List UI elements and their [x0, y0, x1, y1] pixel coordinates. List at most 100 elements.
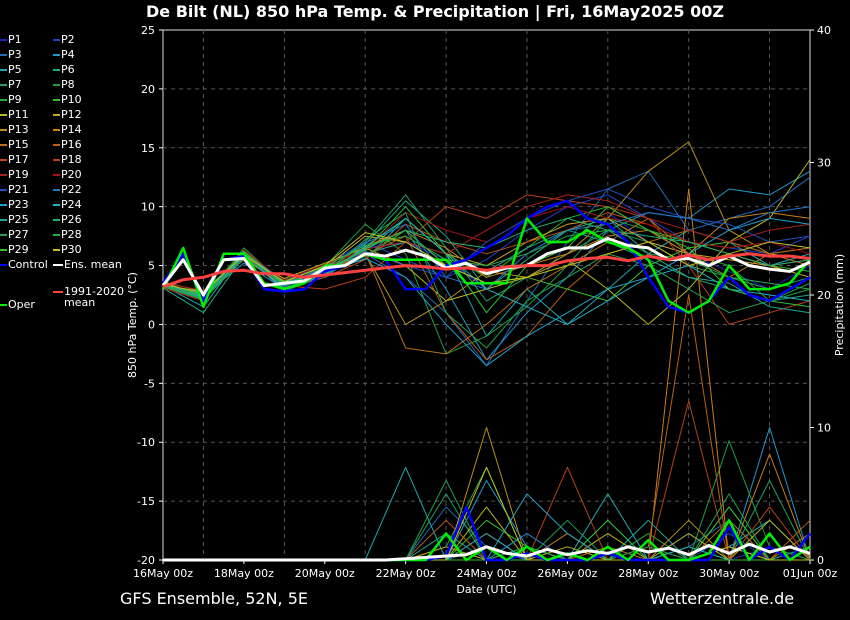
legend-swatch [0, 54, 7, 56]
temp-line-p27 [162, 212, 811, 349]
legend-item-p24: P24 [53, 198, 82, 212]
legend-label: P30 [61, 243, 82, 256]
legend-swatch [53, 264, 63, 266]
legend-label: P6 [61, 63, 75, 76]
y-tick-label: -15 [137, 495, 155, 508]
chart-title: De Bilt (NL) 850 hPa Temp. & Precipitati… [146, 2, 724, 21]
legend-item-p23: P23 [0, 198, 29, 212]
legend-label: P1 [8, 33, 22, 46]
legend-label: P22 [61, 183, 82, 196]
y-tick-label: -10 [137, 436, 155, 449]
y-tick-label: -20 [137, 554, 155, 567]
legend-item-p9: P9 [0, 93, 22, 107]
legend-swatch [53, 39, 60, 41]
y-tick-label: -5 [144, 377, 155, 390]
legend-swatch [53, 54, 60, 56]
legend-label: P21 [8, 183, 29, 196]
legend-label: Control [8, 258, 48, 271]
x-tick-label: 24May 00z [456, 567, 516, 580]
y-tick-label: 25 [141, 24, 155, 37]
model-info: GFS Ensemble, 52N, 5E [120, 589, 308, 608]
legend-swatch [0, 219, 7, 221]
legend-swatch [53, 114, 60, 116]
legend-item-p5: P5 [0, 63, 22, 77]
y-tick-label: 10 [141, 201, 155, 214]
x-tick-label: 30May 00z [699, 567, 759, 580]
legend-label: P19 [8, 168, 29, 181]
legend-swatch [53, 189, 60, 191]
y2-tick-label: 40 [817, 24, 831, 37]
legend-swatch [53, 84, 60, 86]
legend-item-1991-2020-mean: 1991-2020 mean [53, 285, 134, 308]
legend-label: P11 [8, 108, 29, 121]
legend-label: P16 [61, 138, 82, 151]
y2-tick-label: 0 [817, 554, 824, 567]
legend-swatch [0, 84, 7, 86]
x-axis-label: Date (UTC) [456, 583, 516, 596]
precip-line-p4 [163, 427, 811, 561]
legend-label: Oper [8, 298, 35, 311]
legend-label: P29 [8, 243, 29, 256]
precip-line-p13 [163, 427, 811, 561]
legend-item-p22: P22 [53, 183, 82, 197]
y2-tick-label: 30 [817, 157, 831, 170]
legend-item-p8: P8 [53, 78, 75, 92]
temp-line-p22 [162, 206, 811, 301]
legend-item-oper: Oper [0, 298, 35, 312]
legend-label: P28 [61, 228, 82, 241]
y2-tick-label: 10 [817, 422, 831, 435]
legend-label: P7 [8, 78, 22, 91]
legend-swatch [53, 234, 60, 236]
legend-label: P25 [8, 213, 29, 226]
temp-line-p19 [162, 194, 811, 302]
temp-line-p24 [162, 217, 811, 325]
legend-swatch [53, 249, 60, 251]
legend-item-p12: P12 [53, 108, 82, 122]
legend-item-p19: P19 [0, 168, 29, 182]
legend-swatch [53, 219, 60, 221]
legend-item-p3: P3 [0, 48, 22, 62]
legend-swatch [53, 69, 60, 71]
legend-swatch [0, 39, 7, 41]
legend-label: P3 [8, 48, 22, 61]
y-tick-label: 20 [141, 83, 155, 96]
legend-swatch [0, 249, 7, 251]
y-tick-label: 0 [148, 318, 155, 331]
x-tick-label: 26May 00z [537, 567, 597, 580]
x-tick-label: 20May 00z [295, 567, 355, 580]
legend-label: P10 [61, 93, 82, 106]
temp-line-p15 [162, 217, 811, 355]
precip-line-ens-mean [163, 542, 811, 562]
legend-swatch [0, 264, 7, 266]
legend-item-p7: P7 [0, 78, 22, 92]
legend-swatch [53, 99, 60, 101]
temp-line-1991-2020-mean [162, 252, 811, 289]
legend-label: 1991-2020 mean [64, 285, 124, 309]
precip-line-p23 [163, 493, 810, 561]
legend-swatch [0, 174, 7, 176]
temp-line-p8 [162, 217, 811, 355]
precip-line-p8 [163, 440, 811, 561]
legend-item-p1: P1 [0, 33, 22, 47]
legend-swatch [0, 114, 7, 116]
x-tick-label: 16May 00z [133, 567, 193, 580]
legend-label: P8 [61, 78, 75, 91]
legend-item-p30: P30 [53, 243, 82, 257]
legend-swatch [0, 129, 7, 131]
legend-item-p17: P17 [0, 153, 29, 167]
legend-swatch [0, 204, 7, 206]
x-tick-label: 22May 00z [376, 567, 436, 580]
legend-item-p15: P15 [0, 138, 29, 152]
source-credit: Wetterzentrale.de [650, 589, 795, 608]
legend-label: P15 [8, 138, 29, 151]
legend-label: P4 [61, 48, 75, 61]
legend-label: P2 [61, 33, 75, 46]
y2-axis-label: Precipitation (mm) [833, 254, 846, 356]
legend-item-p21: P21 [0, 183, 29, 197]
legend-item-p11: P11 [0, 108, 29, 122]
legend-item-p10: P10 [53, 93, 82, 107]
legend-item-p18: P18 [53, 153, 82, 167]
legend-swatch [0, 99, 7, 101]
legend-swatch [0, 189, 7, 191]
legend-item-p26: P26 [53, 213, 82, 227]
